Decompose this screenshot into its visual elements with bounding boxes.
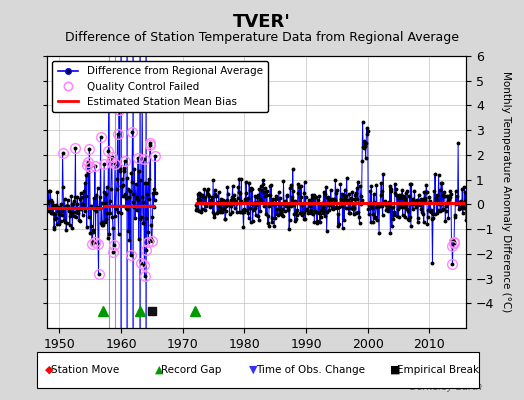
Text: Empirical Break: Empirical Break <box>397 365 479 375</box>
Text: TVER': TVER' <box>233 13 291 31</box>
Text: ■: ■ <box>390 365 401 375</box>
Text: Berkeley Earth: Berkeley Earth <box>410 382 482 392</box>
Text: Station Move: Station Move <box>51 365 119 375</box>
Text: Difference of Station Temperature Data from Regional Average: Difference of Station Temperature Data f… <box>65 32 459 44</box>
Text: Record Gap: Record Gap <box>161 365 222 375</box>
Text: ▲: ▲ <box>155 365 163 375</box>
Legend: Difference from Regional Average, Quality Control Failed, Estimated Station Mean: Difference from Regional Average, Qualit… <box>52 61 268 112</box>
Text: Time of Obs. Change: Time of Obs. Change <box>256 365 365 375</box>
Y-axis label: Monthly Temperature Anomaly Difference (°C): Monthly Temperature Anomaly Difference (… <box>501 71 511 313</box>
Text: ▼: ▼ <box>249 365 257 375</box>
Text: ◆: ◆ <box>45 365 53 375</box>
